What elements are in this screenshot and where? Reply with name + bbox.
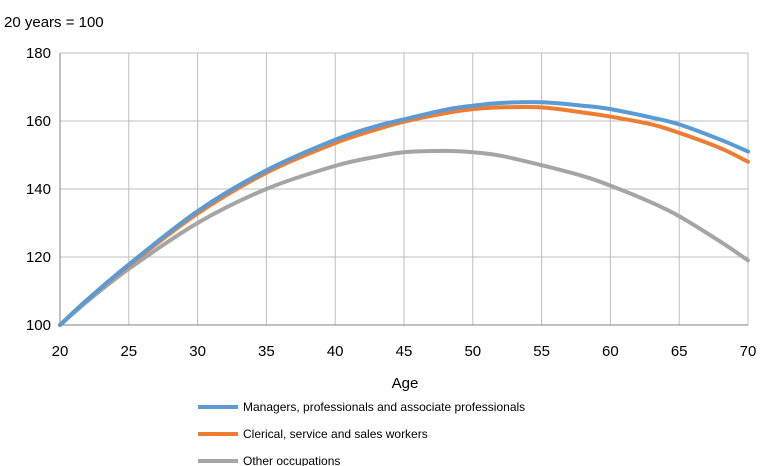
x-tick-label: 30	[189, 343, 206, 360]
x-tick-label: 20	[52, 343, 69, 360]
y-tick-label: 180	[26, 45, 51, 62]
x-tick-label: 35	[258, 343, 275, 360]
x-tick-label: 65	[671, 343, 688, 360]
series-lines	[58, 100, 750, 327]
x-tick-label: 50	[464, 343, 481, 360]
series-line-1	[58, 100, 750, 327]
axes	[59, 53, 748, 326]
y-tick-label: 100	[26, 317, 51, 334]
legend: Managers, professionals and associate pr…	[198, 400, 525, 466]
x-tick-label: 45	[396, 343, 413, 360]
x-tick-label: 40	[327, 343, 344, 360]
x-tick-label: 25	[120, 343, 137, 360]
y-tick-label: 140	[26, 181, 51, 198]
x-tick-labels: 20 25 30 35 40 45 50 55 60 65 70	[52, 343, 757, 360]
y-tick-label: 120	[26, 249, 51, 266]
series-line-3	[58, 148, 750, 327]
y-tick-labels: 100 120 140 160 180	[26, 45, 51, 334]
x-axis-title: Age	[392, 375, 419, 392]
legend-label: Managers, professionals and associate pr…	[243, 400, 525, 414]
x-tick-label: 55	[533, 343, 550, 360]
grid-lines	[60, 52, 749, 325]
x-tick-label: 70	[740, 343, 757, 360]
y-axis-caption: 20 years = 100	[4, 14, 104, 31]
y-tick-label: 160	[26, 113, 51, 130]
legend-label: Other occupations	[243, 454, 340, 466]
x-tick-label: 60	[602, 343, 619, 360]
legend-label: Clerical, service and sales workers	[243, 427, 428, 441]
